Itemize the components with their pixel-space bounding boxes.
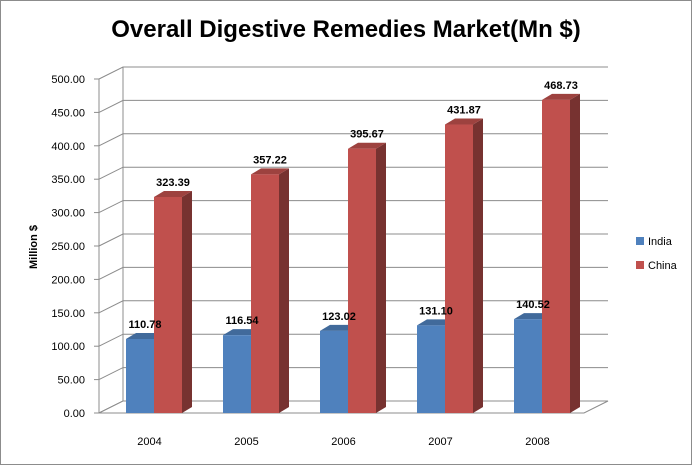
bar-side [182,190,192,413]
bar-front [320,330,348,413]
x-tick-label: 2005 [234,436,258,448]
bar-front [223,335,251,413]
bar-china-2004 [154,190,192,413]
bar-side [279,168,289,413]
data-label-india-2007: 131.10 [419,305,453,317]
chart-title: Overall Digestive Remedies Market(Mn $) [111,16,581,43]
bar-china-2007 [445,118,483,414]
bar-china-2008 [542,93,580,413]
bar-front [251,174,279,413]
bars [126,93,580,414]
bar-front [417,325,445,413]
bar-top [154,190,192,197]
bar-china-2005 [251,168,289,413]
data-label-india-2008: 140.52 [516,299,550,311]
y-tick-label: 100.00 [51,341,85,353]
y-tick-label: 350.00 [51,174,85,186]
data-label-india-2006: 123.02 [322,311,356,323]
y-tick-label: 150.00 [51,308,85,320]
data-label-china-2004: 323.39 [156,177,190,189]
data-label-china-2006: 395.67 [350,129,384,141]
x-tick-label: 2007 [428,436,452,448]
bar-front [348,148,376,413]
bar-side [376,142,386,413]
x-tick-label: 2008 [525,436,549,448]
legend-swatch-china [636,261,644,269]
y-axis-label: Million $ [28,225,40,269]
y-tick-label: 400.00 [51,141,85,153]
bar-front [514,319,542,413]
y-tick-label: 450.00 [51,107,85,119]
bar-top [542,93,580,100]
bar-side [570,93,580,413]
data-label-india-2004: 110.78 [128,319,161,331]
bar-front [542,99,570,413]
bar-top [348,142,386,149]
y-tick-label: 200.00 [51,274,85,286]
x-tick-label: 2006 [331,436,355,448]
y-tick-label: 250.00 [51,241,85,253]
x-tick-label: 2004 [137,436,161,448]
y-tick-label: 300.00 [51,208,85,220]
data-label-china-2005: 357.22 [253,154,287,166]
bar-front [126,338,154,413]
y-tick-label: 50.00 [57,375,85,387]
legend-label-china: China [648,260,678,272]
legend-swatch-india [636,237,644,245]
bar-top [445,118,483,125]
bar-side [473,118,483,414]
y-tick-label: 0.00 [64,408,85,420]
legend-label-india: India [648,236,673,248]
bar-front [154,196,182,413]
data-label-india-2005: 116.54 [225,315,259,327]
data-label-china-2008: 468.73 [544,80,578,92]
bar-china-2006 [348,142,386,413]
data-label-china-2007: 431.87 [447,105,481,117]
bar-front [445,124,473,414]
data-labels: 110.78 323.39 116.54 357.22 123.02 395.67 131.… [128,80,577,331]
legend: India China [636,236,678,272]
y-tick-label: 500.00 [51,74,85,86]
bar-top [251,168,289,175]
